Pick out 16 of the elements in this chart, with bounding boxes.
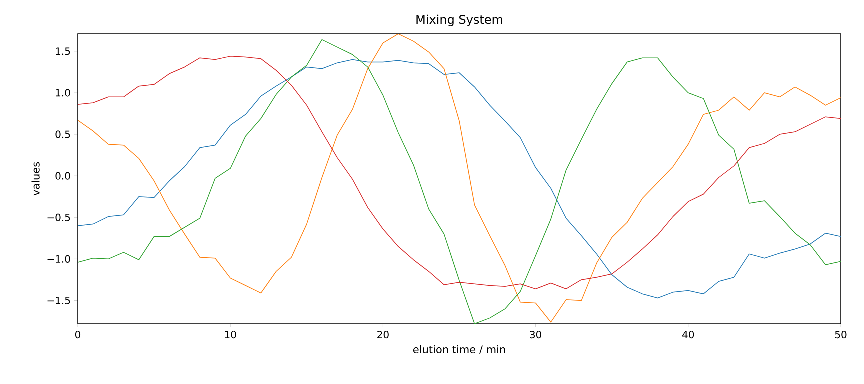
y-tick-label: 0.0 (56, 172, 70, 180)
y-tick-label: −0.5 (48, 214, 70, 222)
y-axis-title: values (32, 162, 40, 196)
x-tick-label: 30 (530, 331, 542, 339)
x-tick-label: 50 (835, 331, 847, 339)
y-tick-label: −1.5 (48, 297, 70, 304)
y-tick-label: 0.5 (56, 130, 70, 138)
y-tick-label: 1.0 (56, 89, 70, 97)
x-tick-label: 10 (225, 331, 236, 339)
x-tick-label: 40 (682, 331, 694, 339)
x-tick-label: 20 (378, 331, 389, 339)
x-tick-label: 0 (75, 331, 81, 339)
y-tick-label: −1.0 (48, 255, 70, 263)
chart-title: Mixing System (416, 14, 502, 26)
y-tick-label: 1.5 (56, 48, 70, 56)
x-axis-title: elution time / min (413, 345, 506, 354)
